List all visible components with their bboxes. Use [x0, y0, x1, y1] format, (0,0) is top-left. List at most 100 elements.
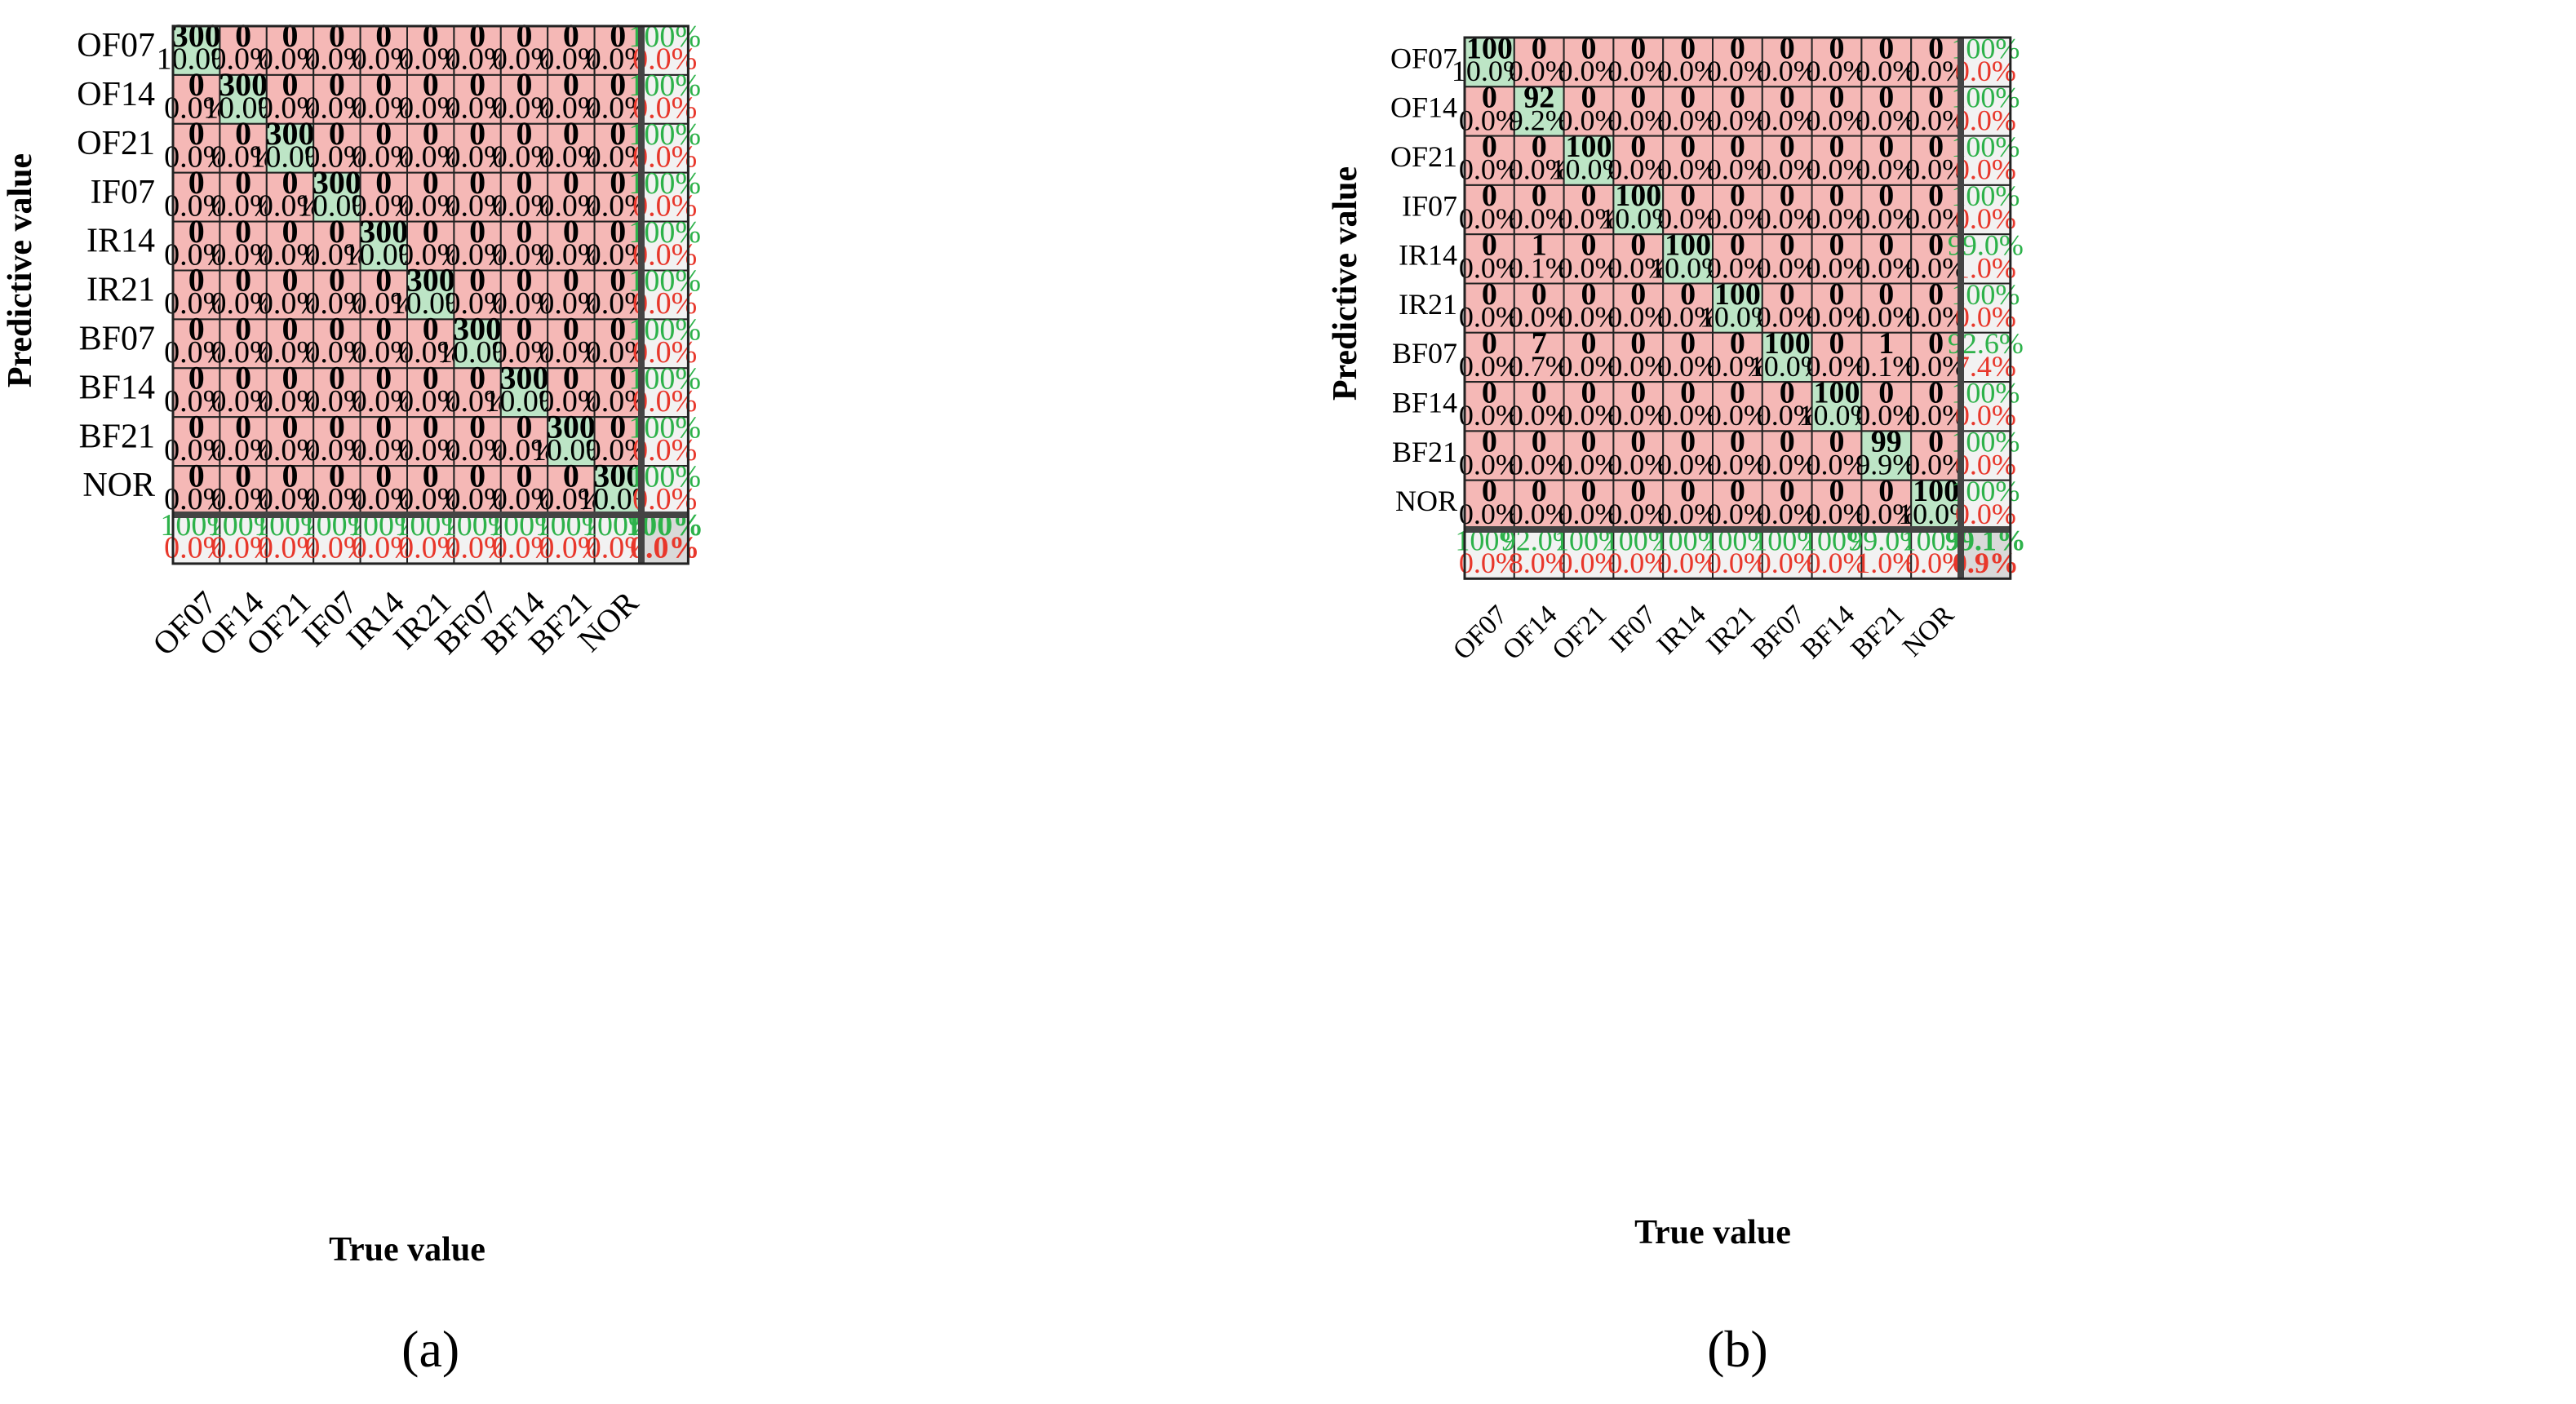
column-error: 0.0%	[1558, 547, 1620, 579]
cell-percent: 0.0%	[1905, 301, 1966, 334]
cell-percent: 0.0%	[1459, 399, 1520, 432]
cell-percent: 0.0%	[352, 433, 416, 467]
cell-percent: 0.0%	[446, 188, 510, 223]
cell-percent: 0.0%	[352, 140, 416, 175]
cell-count: 0	[329, 66, 345, 103]
cell-percent: 0.0%	[1856, 251, 1917, 284]
cell-count: 0	[1829, 425, 1845, 459]
cell-count: 0	[1780, 179, 1795, 213]
column-error: 1.0%	[1856, 547, 1917, 579]
cell-count: 0	[1581, 179, 1597, 213]
cell-count: 0	[1829, 326, 1845, 361]
cell-percent: 0.0%	[1757, 301, 1818, 334]
cell-count: 0	[1829, 277, 1845, 312]
cell-count: 0	[1878, 130, 1894, 164]
off-diagonal-cell	[172, 122, 221, 174]
cell-count: 0	[188, 164, 205, 201]
cell-count: 0	[563, 457, 579, 494]
diagonal-cell	[1513, 86, 1565, 137]
off-diagonal-cell	[499, 122, 549, 174]
cell-percent: 0.0%	[1558, 104, 1620, 136]
off-diagonal-cell	[313, 220, 361, 272]
cell-count: 0	[517, 408, 533, 445]
off-diagonal-cell	[1712, 479, 1763, 531]
cell-percent: 0.0%	[446, 140, 510, 175]
cell-count: 100	[1913, 474, 1959, 508]
row-summary-cell	[1960, 135, 2011, 186]
off-diagonal-cell	[499, 220, 549, 272]
cell-percent: 0.0%	[1657, 202, 1718, 235]
cell-percent: 0.0%	[1707, 448, 1768, 481]
cell-percent: 0.0%	[492, 140, 556, 175]
row-label: OF14	[1390, 91, 1457, 124]
off-diagonal-cell	[219, 416, 268, 467]
cell-count: 0	[1878, 228, 1894, 263]
cell-percent: 0.0%	[1657, 498, 1718, 530]
cell-percent: 0.0%	[1607, 104, 1669, 136]
cell-percent: 0.0%	[1607, 55, 1669, 87]
cell-count: 0	[1878, 81, 1894, 115]
off-diagonal-cell	[499, 416, 549, 467]
cell-count: 7	[1532, 326, 1547, 361]
cell-count: 0	[1730, 375, 1745, 410]
cell-count: 0	[469, 457, 485, 494]
off-diagonal-cell	[1464, 430, 1515, 481]
cell-percent: 0.0%	[304, 42, 369, 77]
cell-percent: 0.0%	[1607, 498, 1669, 530]
cell-percent: 0.0%	[1757, 399, 1818, 432]
cell-count: 0	[188, 262, 205, 299]
off-diagonal-cell	[265, 318, 315, 370]
cell-count: 0	[1680, 474, 1696, 508]
x-tick-label: BF21	[1846, 600, 1911, 665]
cell-percent: 0.0%	[446, 91, 510, 126]
cell-percent: 0.0%	[258, 188, 322, 223]
cell-percent: 0.0%	[1509, 55, 1570, 87]
cell-count: 0	[375, 311, 392, 348]
cell-count: 0	[610, 408, 626, 445]
cell-count: 0	[1630, 326, 1646, 361]
cell-count: 0	[563, 164, 579, 201]
cell-percent: 0.0%	[352, 42, 416, 77]
diagonal-cell	[265, 122, 315, 174]
cell-percent: 0.0%	[1905, 350, 1966, 383]
cell-percent: 0.0%	[539, 335, 603, 370]
column-error: 0.0%	[539, 531, 603, 565]
cell-count: 0	[282, 213, 299, 250]
cell-count: 0	[1532, 31, 1547, 65]
cell-percent: 0.0%	[352, 188, 416, 223]
cell-count: 0	[235, 213, 251, 250]
cell-count: 1	[1532, 228, 1547, 263]
cell-count: 0	[517, 213, 533, 250]
off-diagonal-cell	[1910, 37, 1962, 88]
cell-percent: 0.0%	[1905, 104, 1966, 136]
cell-percent: 0.0%	[446, 384, 510, 419]
cell-percent: 0.0%	[446, 482, 510, 516]
off-diagonal-cell	[547, 318, 596, 370]
cell-percent: 0.0%	[1607, 153, 1669, 186]
cell-count: 300	[453, 311, 502, 348]
cell-count: 0	[375, 262, 392, 299]
matrix-frame	[1463, 36, 2012, 580]
x-tick-label: OF07	[1448, 600, 1514, 666]
cell-count: 100	[1714, 277, 1761, 312]
cell-percent: 0.0%	[1459, 448, 1520, 481]
column-error: 0.0%	[446, 531, 510, 565]
cell-percent: 0.0%	[492, 433, 556, 467]
x-tick-label: BF07	[1746, 600, 1811, 665]
cell-count: 0	[610, 359, 626, 396]
cell-count: 0	[1780, 425, 1795, 459]
cell-count: 0	[563, 66, 579, 103]
cell-percent: 0.0%	[352, 286, 416, 321]
off-diagonal-cell	[1612, 479, 1665, 531]
off-diagonal-cell	[1513, 381, 1565, 432]
cell-percent: 0.0%	[352, 482, 416, 516]
x-axis-title: True value	[1634, 1214, 1791, 1251]
cell-count: 0	[1878, 277, 1894, 312]
cell-count: 0	[1532, 375, 1547, 410]
off-diagonal-cell	[359, 416, 409, 467]
cell-percent: 0.0%	[1558, 301, 1620, 334]
cell-percent: 0.0%	[539, 91, 603, 126]
cell-percent: 0.1%	[1856, 350, 1917, 383]
off-diagonal-cell	[1860, 331, 1913, 383]
cell-count: 0	[1730, 326, 1745, 361]
